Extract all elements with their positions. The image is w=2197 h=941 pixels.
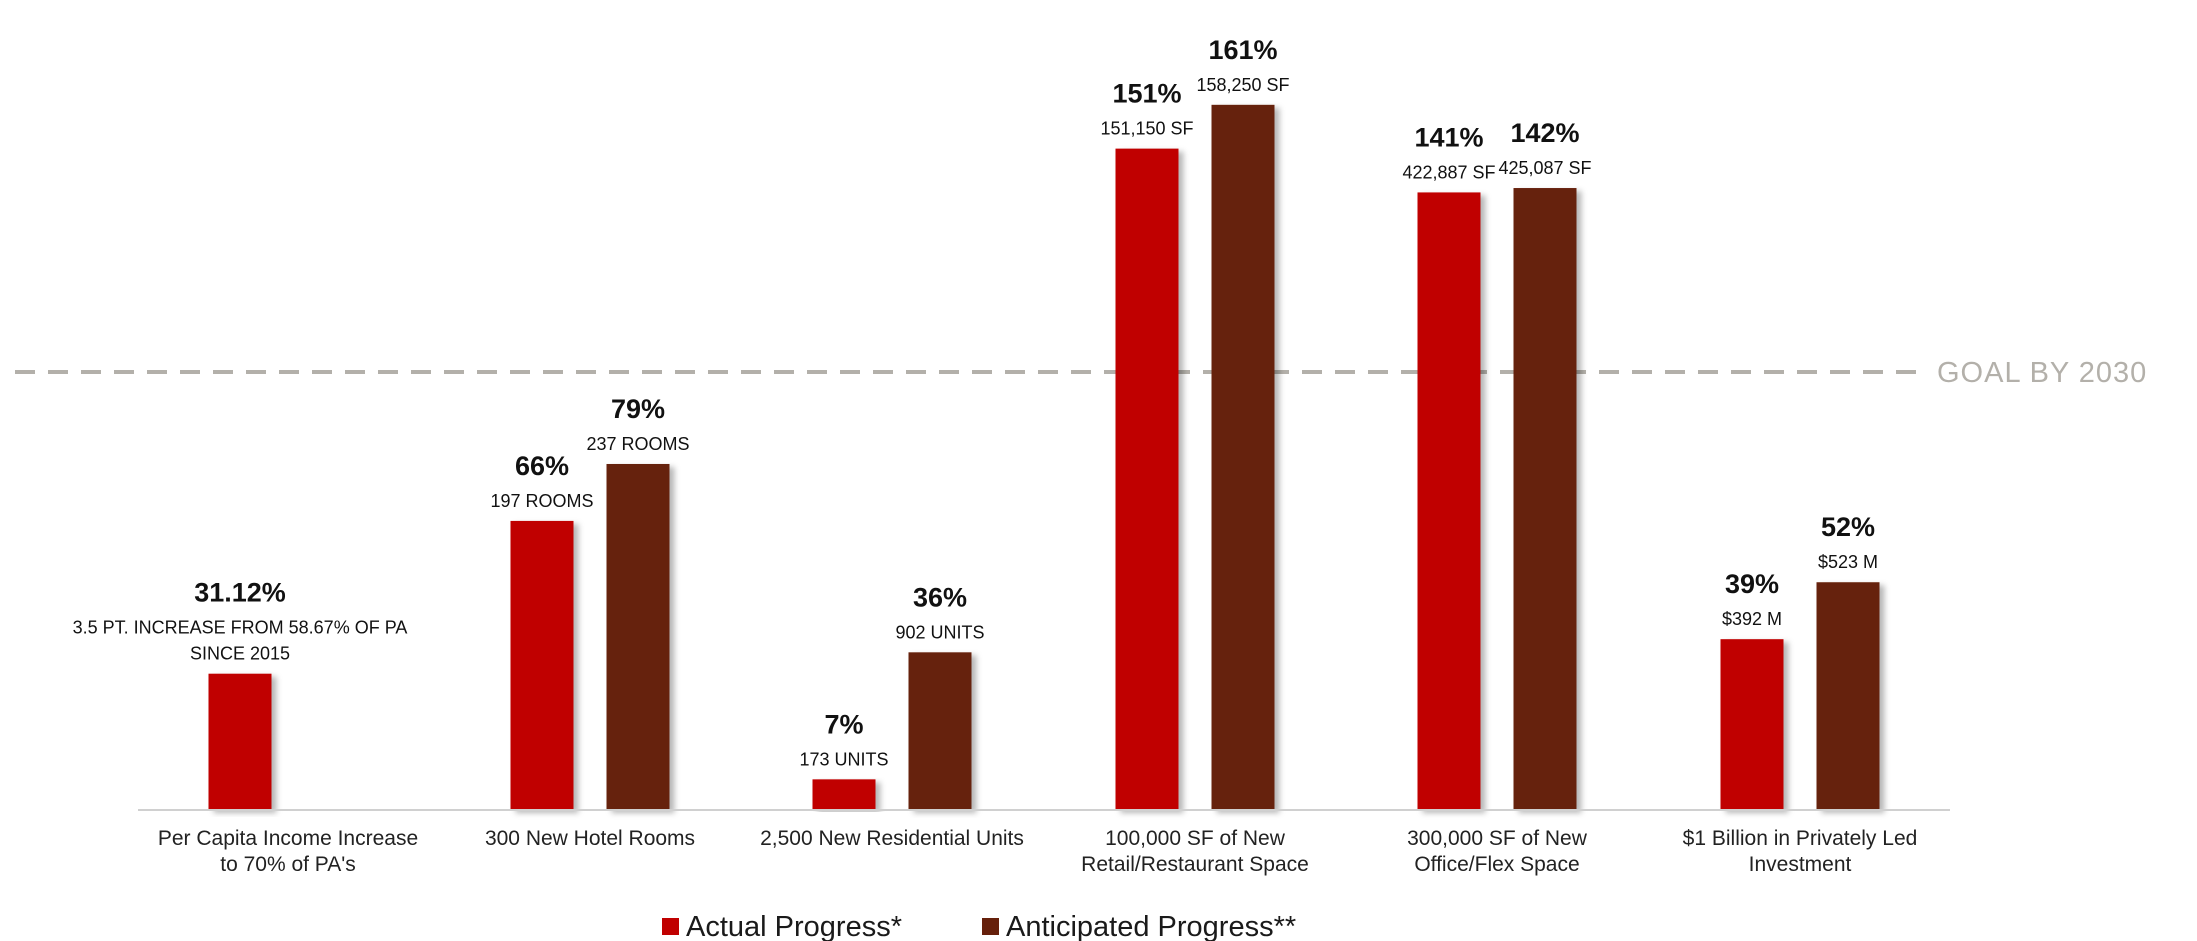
goal-layer: GOAL BY 2030 <box>15 357 2147 389</box>
bar-actual <box>208 673 272 810</box>
bar-detail-label: 902 UNITS <box>895 622 984 642</box>
bar-percent-label: 66% <box>515 451 569 481</box>
bar-anticipated <box>1513 188 1577 811</box>
bar-percent-label: 142% <box>1510 118 1579 148</box>
bar-percent-label: 31.12% <box>194 578 286 608</box>
bar-actual <box>1720 639 1784 810</box>
bar-percent-label: 141% <box>1414 122 1483 152</box>
bar-detail-label: $523 M <box>1818 552 1878 572</box>
labels-layer: 3.5 PT. INCREASE FROM 58.67% OF PA SINCE … <box>73 35 1878 770</box>
bars-layer <box>208 104 1880 811</box>
bar-actual <box>1417 192 1481 811</box>
bar-percent-label: 161% <box>1208 35 1277 65</box>
bar-percent-label: 79% <box>611 394 665 424</box>
bar-anticipated <box>606 463 670 810</box>
bar-detail-label: 173 UNITS <box>799 749 888 769</box>
bar-detail-label: SINCE 2015 <box>190 644 290 664</box>
bar-percent-label: 36% <box>913 582 967 612</box>
category-label: 300,000 SF of New <box>1407 827 1588 850</box>
category-label: 100,000 SF of New <box>1105 827 1286 850</box>
bar-detail-label: 197 ROOMS <box>490 491 593 511</box>
bar-anticipated <box>908 652 972 810</box>
bar-actual <box>812 779 876 810</box>
legend-swatch <box>982 918 999 935</box>
bar-actual <box>1115 148 1179 810</box>
goal-label: GOAL BY 2030 <box>1937 357 2147 389</box>
bar-detail-label: $392 M <box>1722 609 1782 629</box>
category-label: Investment <box>1749 853 1852 876</box>
bar-percent-label: 39% <box>1725 569 1779 599</box>
category-label: $1 Billion in Privately Led <box>1683 827 1918 850</box>
bar-percent-label: 52% <box>1821 512 1875 542</box>
bar-actual <box>510 520 574 810</box>
category-label: 2,500 New Residential Units <box>760 827 1024 850</box>
legend-label: Actual Progress* <box>686 911 902 941</box>
bar-detail-label: 151,150 SF <box>1100 119 1193 139</box>
bar-anticipated <box>1816 582 1880 810</box>
bar-anticipated <box>1211 104 1275 810</box>
category-label: 300 New Hotel Rooms <box>485 827 695 850</box>
category-label: Retail/Restaurant Space <box>1081 853 1309 876</box>
bar-detail-label: 3.5 PT. INCREASE FROM 58.67% OF PA <box>73 618 408 638</box>
bar-percent-label: 7% <box>824 709 863 739</box>
category-labels: Per Capita Income Increase to 70% of PA's… <box>158 827 1917 876</box>
category-label: Office/Flex Space <box>1414 853 1579 876</box>
bar-detail-label: 422,887 SF <box>1402 162 1495 182</box>
category-label: to 70% of PA's <box>220 853 356 876</box>
bar-percent-label: 151% <box>1112 79 1181 109</box>
bar-detail-label: 158,250 SF <box>1196 75 1289 95</box>
category-label: Per Capita Income Increase <box>158 827 418 850</box>
legend-swatch <box>662 918 679 935</box>
bar-detail-label: 237 ROOMS <box>586 434 689 454</box>
bar-detail-label: 425,087 SF <box>1498 158 1591 178</box>
legend: Actual Progress* Anticipated Progress** <box>662 911 1296 941</box>
legend-label: Anticipated Progress** <box>1006 911 1296 941</box>
